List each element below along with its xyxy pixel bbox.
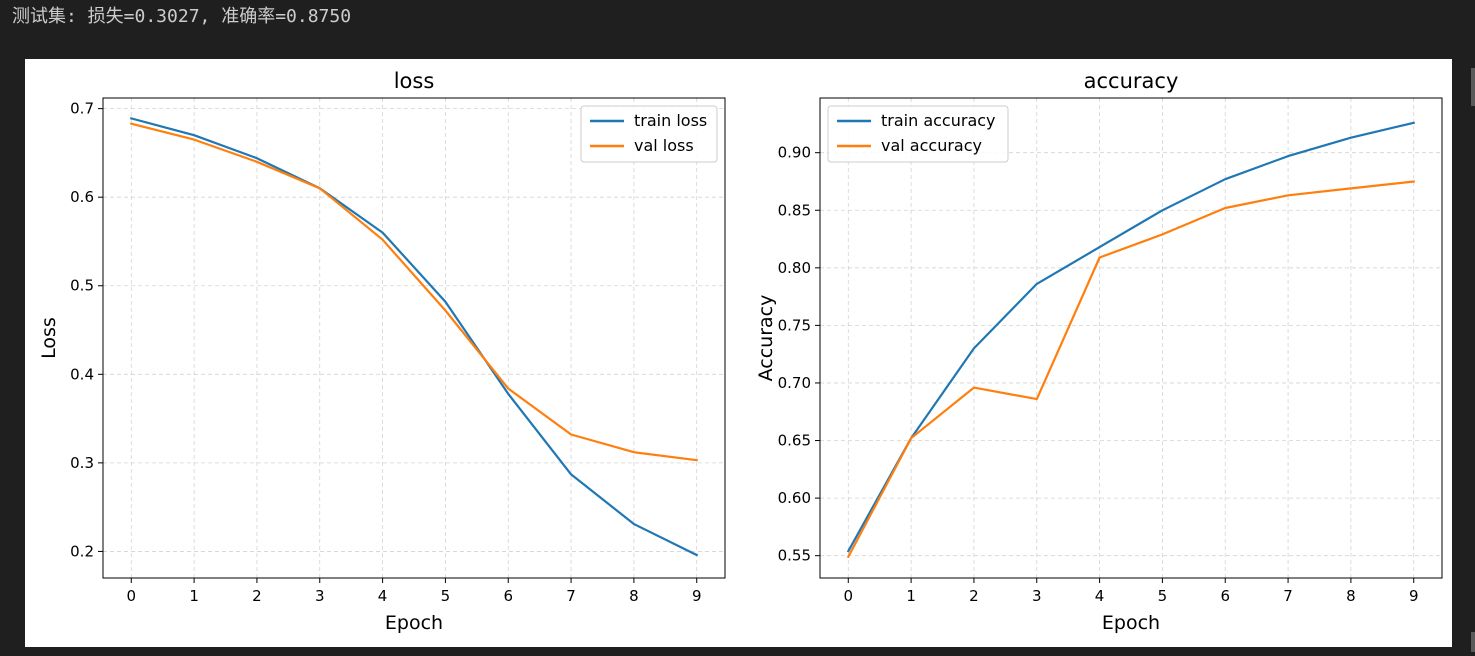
figure-canvas: 0 1 2 3 4 5 6 7 8 9 0.2 0.3 0.4 0.5 0.6 0.7 loss Epoch Los…	[38, 69, 1443, 634]
x-tick-label: 6	[503, 587, 513, 605]
y-tick-label: 0.7	[70, 100, 94, 118]
x-tick-label: 0	[843, 587, 853, 605]
y-tick-label: 0.55	[778, 547, 811, 565]
axes-frame	[819, 97, 1443, 579]
x-tick-label: 4	[1095, 587, 1105, 605]
y-tick-label: 0.85	[778, 201, 811, 219]
y-tick-label: 0.5	[70, 277, 94, 295]
legend-entry: val accuracy	[881, 136, 982, 155]
x-tick-label: 9	[692, 587, 702, 605]
x-tick-label: 7	[1283, 587, 1293, 605]
y-tick-label: 0.75	[778, 316, 811, 334]
legend-box	[827, 105, 1009, 163]
series-line-train-accuracy	[846, 121, 1416, 553]
chart-loss: 0 1 2 3 4 5 6 7 8 9 0.2 0.3 0.4 0.5 0.6 0.7 loss Epoch Los…	[38, 69, 726, 634]
series-line-val-loss	[129, 122, 698, 462]
chart-accuracy: 0 1 2 3 4 5 6 7 8 9 0.55 0.60 0.65 0.70 0.75 0.80 0.85 0.…	[755, 69, 1443, 634]
y-tick-label: 0.70	[778, 374, 811, 392]
x-tick-label: 2	[252, 587, 262, 605]
y-tick-label: 0.90	[778, 144, 811, 162]
x-tick-label: 2	[969, 587, 979, 605]
x-tick-label: 8	[629, 587, 639, 605]
legend-entry: train accuracy	[881, 111, 996, 130]
y-tick-label: 0.65	[778, 432, 811, 450]
x-axis-label: Epoch	[1102, 612, 1160, 634]
x-tick-label: 6	[1220, 587, 1230, 605]
y-axis-label: Loss	[38, 317, 60, 359]
x-tick-label: 9	[1409, 587, 1419, 605]
y-tick-label: 0.60	[778, 489, 811, 507]
series-line-val-accuracy	[846, 180, 1415, 559]
x-tick-label: 7	[566, 587, 576, 605]
x-axis-label: Epoch	[385, 612, 443, 634]
legend-entry: val loss	[634, 136, 694, 155]
x-tick-label: 1	[189, 587, 199, 605]
output-text: 测试集: 损失=0.3027, 准确率=0.8750	[12, 6, 352, 27]
y-tick-label: 0.3	[70, 454, 94, 472]
scroll-indicator	[1471, 632, 1475, 652]
axes-frame	[102, 97, 726, 579]
x-tick-label: 5	[1158, 587, 1168, 605]
chart-title: loss	[394, 69, 435, 93]
figure: 0 1 2 3 4 5 6 7 8 9 0.2 0.3 0.4 0.5 0.6 0.7 loss Epoch Los…	[25, 59, 1452, 647]
y-tick-label: 0.6	[70, 188, 94, 206]
x-tick-label: 5	[441, 587, 451, 605]
chart-title: accuracy	[1084, 69, 1179, 93]
y-tick-label: 0.4	[70, 365, 94, 383]
y-tick-label: 0.80	[778, 259, 811, 277]
x-tick-label: 4	[378, 587, 388, 605]
scroll-indicator	[1471, 68, 1475, 106]
series-line-train-loss	[129, 117, 699, 557]
x-tick-label: 1	[906, 587, 916, 605]
x-tick-label: 0	[126, 587, 136, 605]
y-axis-label: Accuracy	[755, 295, 777, 382]
y-tick-label: 0.2	[70, 542, 94, 560]
x-tick-label: 3	[315, 587, 325, 605]
x-tick-label: 3	[1032, 587, 1042, 605]
x-tick-label: 8	[1346, 587, 1356, 605]
legend-entry: train loss	[634, 111, 707, 130]
